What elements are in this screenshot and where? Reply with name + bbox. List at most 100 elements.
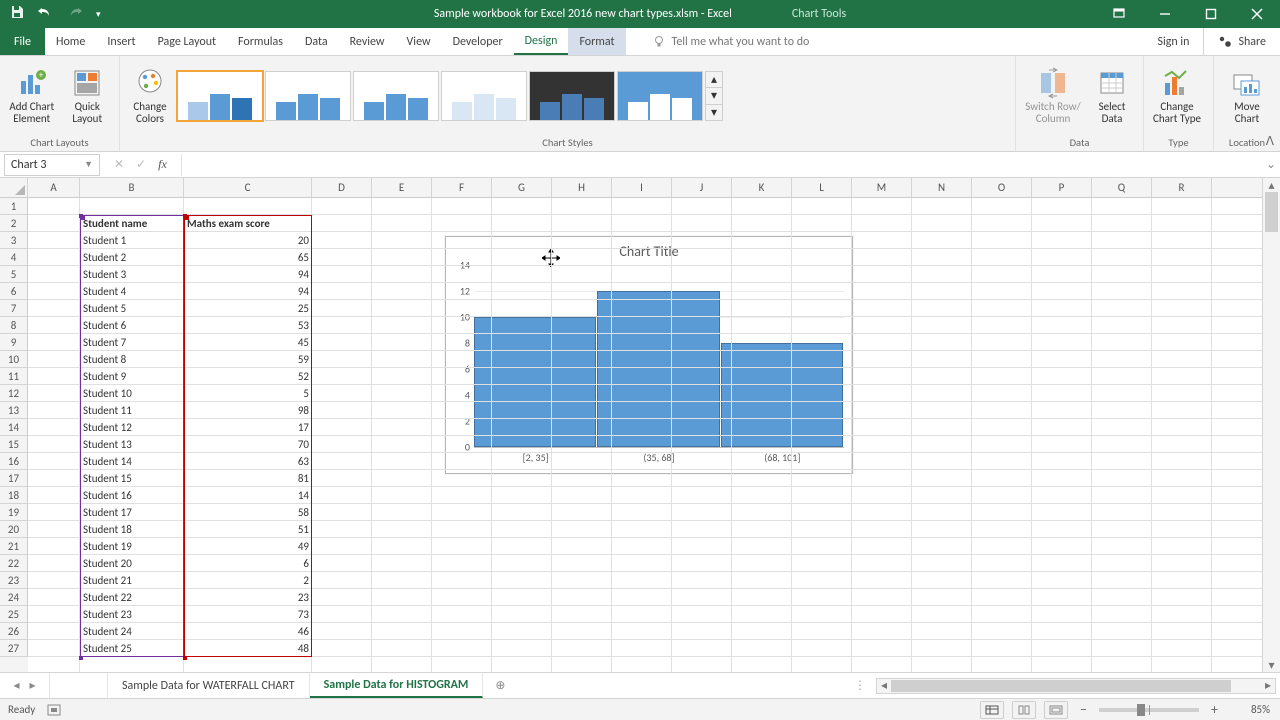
- column-header-F[interactable]: F: [432, 178, 492, 197]
- column-header-G[interactable]: G: [492, 178, 552, 197]
- chart-style-3[interactable]: [353, 71, 439, 121]
- tab-design[interactable]: Design: [514, 28, 569, 55]
- maximize-button[interactable]: [1188, 0, 1234, 28]
- row-header-12[interactable]: 12: [0, 385, 28, 402]
- move-chart-button[interactable]: Move Chart: [1218, 58, 1276, 134]
- column-header-C[interactable]: C: [184, 178, 312, 197]
- share-button[interactable]: Share: [1203, 28, 1280, 55]
- chart-style-2[interactable]: [265, 71, 351, 121]
- row-header-1[interactable]: 1: [0, 198, 28, 215]
- tell-me-search[interactable]: Tell me what you want to do: [644, 28, 818, 55]
- column-header-B[interactable]: B: [80, 178, 184, 197]
- row-header-6[interactable]: 6: [0, 283, 28, 300]
- row-header-27[interactable]: 27: [0, 640, 28, 657]
- row-header-26[interactable]: 26: [0, 623, 28, 640]
- row-header-21[interactable]: 21: [0, 538, 28, 555]
- zoom-out-button[interactable]: −: [1076, 701, 1091, 718]
- chart-styles-more-button[interactable]: ▴▾▾: [705, 71, 723, 121]
- scroll-left-icon[interactable]: ◂: [877, 679, 891, 693]
- row-header-24[interactable]: 24: [0, 589, 28, 606]
- new-sheet-button[interactable]: ⊕: [483, 673, 517, 698]
- horizontal-scrollbar[interactable]: ◂ ▸: [876, 678, 1276, 694]
- row-header-16[interactable]: 16: [0, 453, 28, 470]
- file-tab[interactable]: File: [0, 28, 45, 55]
- collapse-ribbon-icon[interactable]: ᐱ: [1266, 134, 1274, 149]
- scroll-down-icon[interactable]: ▾: [1263, 658, 1280, 672]
- scroll-thumb[interactable]: [1265, 192, 1278, 232]
- expand-formula-bar-icon[interactable]: ⌄: [1262, 157, 1280, 172]
- ribbon-options-icon[interactable]: [1096, 0, 1142, 28]
- tab-home[interactable]: Home: [45, 28, 96, 55]
- sheet-nav[interactable]: ◂▸: [0, 673, 50, 698]
- quick-layout-button[interactable]: Quick Layout: [60, 58, 116, 134]
- tab-data[interactable]: Data: [294, 28, 339, 55]
- select-all-button[interactable]: [0, 178, 28, 198]
- tab-formulas[interactable]: Formulas: [227, 28, 294, 55]
- row-header-13[interactable]: 13: [0, 402, 28, 419]
- row-header-14[interactable]: 14: [0, 419, 28, 436]
- column-header-E[interactable]: E: [372, 178, 432, 197]
- page-layout-view-button[interactable]: [1012, 701, 1036, 719]
- chart-plot-area[interactable]: 02468101214[2, 35](35, 68](68, 101]: [474, 265, 844, 447]
- tab-review[interactable]: Review: [339, 28, 396, 55]
- row-header-22[interactable]: 22: [0, 555, 28, 572]
- row-header-9[interactable]: 9: [0, 334, 28, 351]
- column-header-P[interactable]: P: [1032, 178, 1092, 197]
- tab-insert[interactable]: Insert: [96, 28, 146, 55]
- column-header-J[interactable]: J: [672, 178, 732, 197]
- column-header-Q[interactable]: Q: [1092, 178, 1152, 197]
- row-header-19[interactable]: 19: [0, 504, 28, 521]
- chart-style-4[interactable]: [441, 71, 527, 121]
- zoom-level[interactable]: 85%: [1230, 703, 1270, 716]
- formula-input[interactable]: [181, 154, 1262, 176]
- normal-view-button[interactable]: [980, 701, 1004, 719]
- sign-in-link[interactable]: Sign in: [1143, 28, 1203, 55]
- save-icon[interactable]: [10, 5, 24, 23]
- chart-style-5[interactable]: [529, 71, 615, 121]
- column-header-L[interactable]: L: [792, 178, 852, 197]
- undo-icon[interactable]: [36, 6, 54, 22]
- tab-page-layout[interactable]: Page Layout: [147, 28, 227, 55]
- column-header-N[interactable]: N: [912, 178, 972, 197]
- change-colors-button[interactable]: Change Colors: [124, 58, 176, 134]
- name-box[interactable]: Chart 3 ▼: [4, 154, 100, 176]
- chart-style-6[interactable]: [617, 71, 703, 121]
- sheet-tab-0[interactable]: Sample Data for WATERFALL CHART: [108, 673, 310, 698]
- scroll-up-icon[interactable]: ▴: [1263, 178, 1280, 192]
- scroll-right-icon[interactable]: ▸: [1261, 679, 1275, 693]
- tab-format[interactable]: Format: [568, 28, 625, 55]
- fx-icon[interactable]: fx: [158, 157, 167, 172]
- row-header-10[interactable]: 10: [0, 351, 28, 368]
- row-header-5[interactable]: 5: [0, 266, 28, 283]
- vertical-scrollbar[interactable]: ▴ ▾: [1262, 178, 1280, 672]
- row-header-15[interactable]: 15: [0, 436, 28, 453]
- column-header-K[interactable]: K: [732, 178, 792, 197]
- redo-icon[interactable]: [66, 6, 84, 22]
- histogram-bar-1[interactable]: [597, 291, 719, 447]
- histogram-bar-0[interactable]: [474, 317, 596, 447]
- histogram-bar-2[interactable]: [721, 343, 843, 447]
- tab-developer[interactable]: Developer: [442, 28, 514, 55]
- row-header-4[interactable]: 4: [0, 249, 28, 266]
- tab-view[interactable]: View: [396, 28, 442, 55]
- change-chart-type-button[interactable]: Change Chart Type: [1148, 58, 1206, 134]
- row-header-11[interactable]: 11: [0, 368, 28, 385]
- row-header-18[interactable]: 18: [0, 487, 28, 504]
- select-data-button[interactable]: Select Data: [1086, 58, 1138, 134]
- minimize-button[interactable]: [1142, 0, 1188, 28]
- column-header-A[interactable]: A: [28, 178, 80, 197]
- macro-recorder-icon[interactable]: [47, 704, 61, 716]
- column-header-H[interactable]: H: [552, 178, 612, 197]
- row-header-25[interactable]: 25: [0, 606, 28, 623]
- row-header-7[interactable]: 7: [0, 300, 28, 317]
- qat-customize-icon[interactable]: ▾: [96, 9, 101, 20]
- column-header-D[interactable]: D: [312, 178, 372, 197]
- page-break-view-button[interactable]: [1044, 701, 1068, 719]
- worksheet-grid[interactable]: ABCDEFGHIJKLMNOPQR 123456789101112131415…: [0, 178, 1280, 672]
- row-header-8[interactable]: 8: [0, 317, 28, 334]
- add-chart-element-button[interactable]: + Add Chart Element: [4, 58, 60, 134]
- column-header-I[interactable]: I: [612, 178, 672, 197]
- sheet-tab-1[interactable]: Sample Data for HISTOGRAM: [310, 673, 484, 698]
- column-header-R[interactable]: R: [1152, 178, 1212, 197]
- close-button[interactable]: [1234, 0, 1280, 28]
